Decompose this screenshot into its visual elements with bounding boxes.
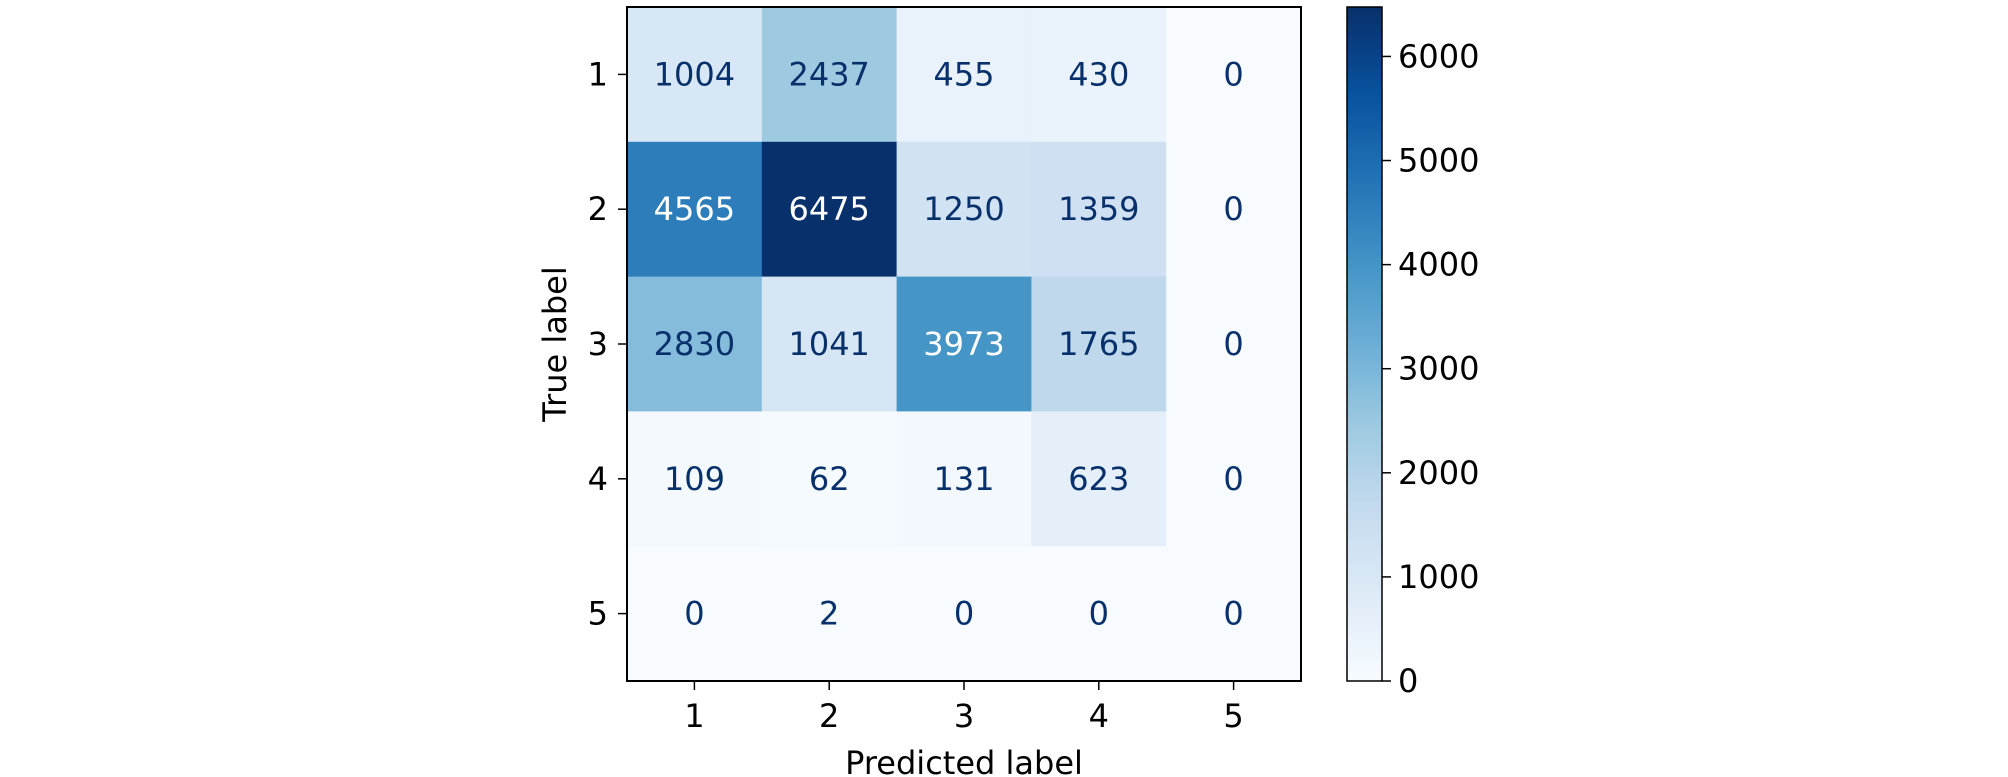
colorbar-tick-label: 2000 [1398,454,1479,492]
heatmap-cell [1166,141,1302,278]
y-tick-label: 5 [588,595,608,633]
heatmap-cell [761,141,898,278]
cell-value-label: 0 [684,595,704,633]
heatmap-cell [761,411,898,547]
cell-value-label: 0 [1089,595,1109,633]
cell-value-label: 6475 [788,190,869,228]
cell-value-label: 1004 [654,55,735,93]
cell-value-label: 1250 [923,190,1004,228]
x-axis-label: Predicted label [845,744,1083,777]
y-tick-label: 1 [588,55,608,93]
cell-value-label: 1359 [1058,190,1139,228]
heatmap-cell [896,546,1032,682]
heatmap-cells [627,7,1302,682]
y-tick-label: 3 [588,325,608,363]
heatmap-cell [627,546,763,682]
y-tick-label: 4 [588,460,608,498]
x-tick-label: 1 [684,697,704,735]
y-tick-label: 2 [588,190,608,228]
heatmap-cell [1031,276,1167,412]
colorbar-tick-label: 4000 [1398,246,1479,284]
heatmap-cell [761,546,898,682]
heatmap-cell [896,411,1032,547]
heatmap-cell [1031,141,1167,278]
heatmap-cell [896,276,1032,412]
cell-value-label: 4565 [654,190,735,228]
heatmap-cell [896,141,1032,278]
cell-value-labels: 1004 2437 455 430 0 4565 6475 1250 1359 0 2830 1041… [654,55,1244,632]
heatmap-cell [761,7,898,143]
cell-value-label: 623 [1068,460,1129,498]
cell-value-label: 2 [819,595,839,633]
cell-value-label: 131 [933,460,994,498]
x-tick-label: 2 [819,697,839,735]
heatmap-cell [627,7,763,143]
colorbar-tick-label: 3000 [1398,350,1479,388]
cell-value-label: 0 [954,595,974,633]
heatmap-cell [627,411,763,547]
colorbar-ticks: 0 1000 2000 3000 4000 5000 6000 [1382,37,1479,700]
colorbar [1346,6,1383,682]
colorbar-tick-label: 0 [1398,662,1418,700]
cell-value-label: 0 [1223,460,1243,498]
heatmap-cell [1031,546,1167,682]
y-axis-ticks: 1 2 3 4 5 [588,55,627,633]
heatmap-cell [1031,7,1167,143]
x-tick-label: 5 [1223,697,1243,735]
cell-value-label: 109 [664,460,725,498]
cell-value-label: 0 [1223,325,1243,363]
heatmap-cell [1166,546,1302,682]
colorbar-tick-label: 6000 [1398,37,1479,75]
cell-value-label: 0 [1223,190,1243,228]
heatmap-cell [896,7,1032,143]
cell-value-label: 62 [809,460,850,498]
cell-value-label: 430 [1068,55,1129,93]
heatmap-cell [1166,7,1302,143]
x-tick-label: 3 [954,697,974,735]
x-axis-ticks: 1 2 3 4 5 [684,681,1244,735]
colorbar-tick-label: 5000 [1398,142,1479,180]
cell-value-label: 0 [1223,55,1243,93]
cell-value-label: 1765 [1058,325,1139,363]
heatmap-cell [1166,411,1302,547]
x-tick-label: 4 [1089,697,1109,735]
cell-value-label: 455 [933,55,994,93]
heatmap-cell [627,276,763,412]
cell-value-label: 3973 [923,325,1004,363]
heatmap-cell [1031,411,1167,547]
y-axis-label: True label [536,266,574,423]
heatmap-cell [761,276,898,412]
cell-value-label: 2830 [654,325,735,363]
cell-value-label: 2437 [788,55,869,93]
heatmap-cell [1166,276,1302,412]
colorbar-tick-label: 1000 [1398,558,1479,596]
cell-value-label: 1041 [788,325,869,363]
cell-value-label: 0 [1223,595,1243,633]
heatmap-cell [627,141,763,278]
